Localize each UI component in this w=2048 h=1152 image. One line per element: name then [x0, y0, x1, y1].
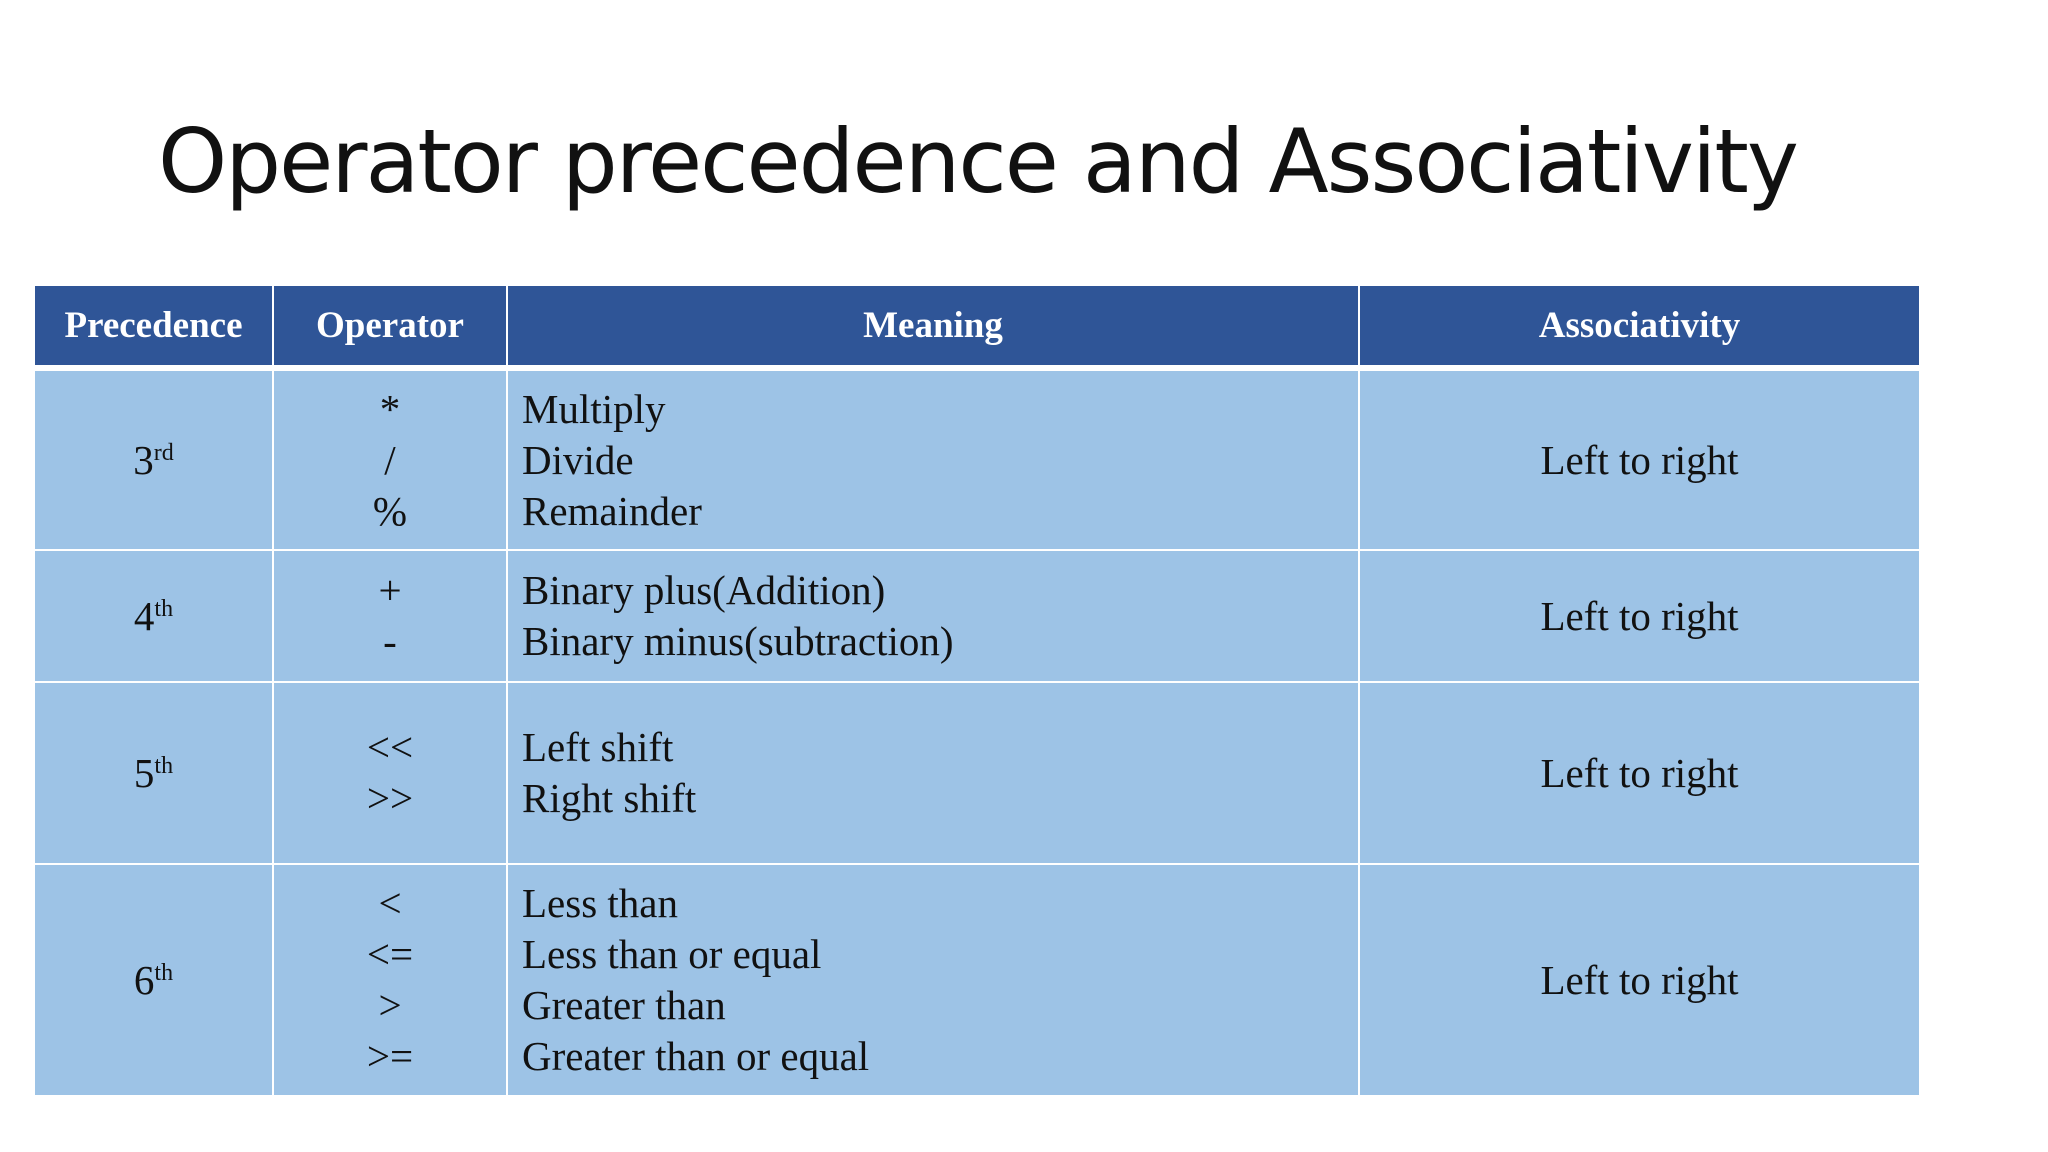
- page-title: Operator precedence and Associativity: [158, 110, 1799, 213]
- operator-symbol: <<: [366, 724, 414, 770]
- precedence-suffix: th: [154, 595, 174, 622]
- table-row: 3rd * / % Multiply Divide Remainder Left…: [35, 367, 1919, 551]
- operator-symbol: +: [378, 567, 402, 613]
- associativity-cell: Left to right: [1358, 549, 1919, 683]
- operator-meaning: Multiply: [522, 385, 666, 432]
- associativity-cell: Left to right: [1358, 681, 1919, 865]
- operator-cell: < <= > >=: [272, 863, 508, 1095]
- precedence-suffix: th: [154, 752, 174, 779]
- operator-meaning: Remainder: [522, 487, 702, 534]
- table-row: 6th < <= > >= Less than Less than or equ…: [35, 863, 1919, 1095]
- meaning-cell: Left shift Right shift: [506, 681, 1360, 865]
- operator-meaning: Divide: [522, 436, 634, 483]
- precedence-number: 4: [133, 592, 155, 639]
- operator-symbol: /: [384, 436, 396, 483]
- meaning-cell: Less than Less than or equal Greater tha…: [506, 863, 1360, 1095]
- precedence-number: 5: [133, 749, 155, 796]
- operator-symbol: >: [378, 982, 402, 1028]
- operator-meaning: Right shift: [522, 775, 697, 821]
- column-header-operator: Operator: [272, 286, 508, 371]
- precedence-number: 3: [133, 436, 154, 483]
- operator-meaning: Less than: [522, 880, 678, 926]
- associativity-cell: Left to right: [1358, 863, 1919, 1095]
- operator-meaning: Binary minus(subtraction): [522, 618, 954, 664]
- operator-symbol: *: [379, 385, 401, 432]
- operator-symbol: >=: [366, 1033, 414, 1079]
- operator-symbol: %: [372, 487, 408, 534]
- operator-symbol: <: [378, 880, 402, 926]
- operator-meaning: Greater than or equal: [522, 1033, 870, 1079]
- operator-symbol: >>: [366, 775, 414, 821]
- operator-meaning: Left shift: [522, 724, 674, 770]
- operator-meaning: Greater than: [522, 982, 726, 1028]
- associativity-cell: Left to right: [1358, 367, 1919, 551]
- precedence-number: 6: [133, 956, 155, 1003]
- operator-symbol: <=: [366, 931, 414, 977]
- operator-cell: * / %: [272, 367, 508, 551]
- precedence-cell: 3rd: [35, 367, 274, 551]
- table-row: 4th + - Binary plus(Addition) Binary min…: [35, 549, 1919, 683]
- operator-cell: << >>: [272, 681, 508, 865]
- operator-symbol: -: [383, 618, 397, 664]
- precedence-cell: 6th: [35, 863, 274, 1095]
- meaning-cell: Multiply Divide Remainder: [506, 367, 1360, 551]
- table-row: 5th << >> Left shift Right shift Left to…: [35, 681, 1919, 865]
- meaning-cell: Binary plus(Addition) Binary minus(subtr…: [506, 549, 1360, 683]
- precedence-suffix: th: [154, 959, 174, 986]
- operator-meaning: Less than or equal: [522, 931, 822, 977]
- operator-precedence-table: Precedence Operator Meaning Associativit…: [35, 286, 1919, 1095]
- operator-meaning: Binary plus(Addition): [522, 567, 886, 613]
- column-header-associativity: Associativity: [1358, 286, 1919, 371]
- precedence-cell: 4th: [35, 549, 274, 683]
- column-header-precedence: Precedence: [35, 286, 274, 371]
- column-header-meaning: Meaning: [506, 286, 1360, 371]
- table-header-row: Precedence Operator Meaning Associativit…: [35, 286, 1919, 371]
- operator-cell: + -: [272, 549, 508, 683]
- precedence-cell: 5th: [35, 681, 274, 865]
- precedence-suffix: rd: [153, 439, 174, 466]
